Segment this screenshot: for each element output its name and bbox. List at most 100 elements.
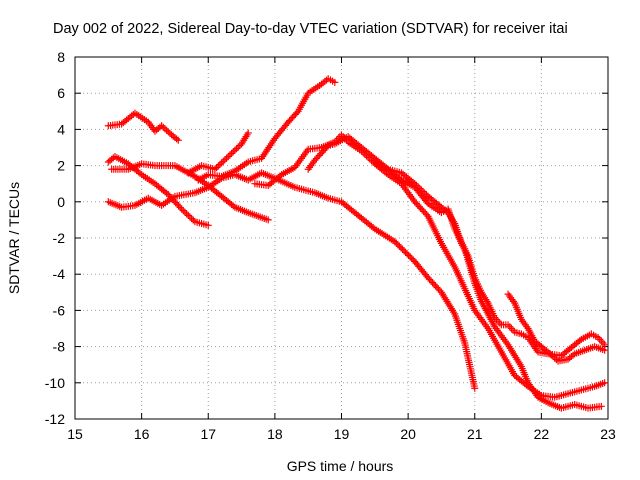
data-point-marker (318, 148, 326, 156)
data-point-marker (218, 159, 226, 167)
data-point-marker (219, 157, 227, 165)
data-point-marker (323, 143, 331, 151)
data-point-marker (418, 206, 426, 214)
x-tick-label: 15 (67, 426, 83, 442)
data-series (304, 133, 609, 360)
x-tick-label: 22 (534, 426, 550, 442)
data-point-marker (233, 145, 241, 153)
data-point-marker (164, 128, 172, 136)
data-point-marker (601, 346, 609, 354)
data-point-marker (496, 319, 504, 327)
x-tick-label: 21 (467, 426, 483, 442)
y-tick-label: -2 (53, 230, 66, 246)
data-point-marker (507, 325, 515, 332)
x-tick-label: 18 (267, 426, 283, 442)
data-point-marker (391, 238, 399, 246)
y-tick-label: -8 (53, 339, 66, 355)
data-point-marker (395, 242, 403, 250)
data-point-marker (229, 148, 237, 156)
data-point-marker (229, 202, 237, 210)
y-tick-label: 0 (57, 194, 65, 210)
data-point-marker (226, 151, 234, 159)
data-point-marker (164, 191, 172, 199)
data-point-marker (216, 160, 224, 168)
data-point-marker (429, 279, 437, 287)
data-point-marker (224, 153, 232, 161)
data-point-marker (403, 250, 411, 258)
data-point-marker (314, 153, 322, 161)
data-point-marker (315, 151, 323, 159)
data-points (104, 75, 609, 412)
data-series (371, 158, 605, 412)
data-point-marker (228, 149, 236, 157)
data-point-marker (415, 203, 423, 211)
data-series (104, 169, 479, 392)
data-point-marker (576, 337, 584, 345)
y-tick-label: 6 (57, 85, 65, 101)
data-point-marker (597, 402, 605, 410)
data-point-marker (433, 283, 441, 291)
data-point-marker (411, 198, 419, 206)
data-point-marker (408, 254, 416, 262)
data-point-marker (179, 207, 187, 215)
data-point-marker (402, 248, 410, 256)
axis-ticks: 15 16 17 18 19 20 21 22 23 -12 -10 -8 -6 -4 -2 0 2 4 6 8 (45, 49, 616, 442)
data-point-marker (432, 282, 440, 290)
data-point-marker (264, 216, 272, 224)
data-point-marker (174, 136, 182, 144)
data-series (104, 109, 182, 144)
data-point-marker (184, 211, 192, 219)
data-point-marker (405, 251, 413, 259)
chart-title: Day 002 of 2022, Sidereal Day-to-day VTE… (53, 21, 568, 37)
data-point-marker (422, 191, 430, 199)
data-point-marker (189, 216, 197, 224)
x-tick-label: 16 (134, 426, 150, 442)
data-point-marker (392, 239, 400, 247)
data-point-marker (178, 205, 186, 213)
data-point-marker (221, 156, 229, 164)
data-point-marker (173, 200, 181, 208)
data-point-marker (394, 241, 402, 249)
data-point-marker (317, 150, 325, 158)
data-point-marker (414, 201, 422, 209)
data-point-marker (321, 145, 329, 153)
grid-lines (75, 57, 608, 419)
data-point-marker (398, 245, 406, 253)
data-point-marker (421, 209, 429, 217)
data-point-marker (420, 207, 428, 215)
data-point-marker (597, 337, 605, 345)
data-point-marker (214, 162, 222, 170)
data-point-marker (172, 199, 180, 207)
data-point-marker (234, 143, 242, 151)
x-tick-label: 20 (400, 426, 416, 442)
data-point-marker (312, 155, 320, 163)
y-tick-label: 8 (57, 49, 65, 65)
data-point-marker (417, 204, 425, 212)
data-point-marker (544, 348, 552, 356)
data-point-marker (161, 125, 169, 133)
data-point-marker (159, 123, 167, 131)
x-axis-label: GPS time / hours (287, 458, 394, 474)
data-point-marker (175, 202, 183, 210)
data-point-marker (552, 356, 560, 364)
x-tick-label: 23 (600, 426, 616, 442)
data-point-marker (412, 199, 420, 207)
x-tick-label: 17 (200, 426, 216, 442)
data-point-marker (569, 351, 577, 359)
data-point-marker (244, 129, 252, 137)
data-point-marker (434, 285, 442, 293)
data-point-marker (427, 277, 435, 285)
data-point-marker (397, 244, 405, 252)
y-tick-label: -6 (53, 302, 66, 318)
data-series (104, 153, 212, 229)
data-point-marker (406, 253, 414, 261)
data-point-marker (183, 210, 191, 218)
y-tick-label: -10 (45, 375, 65, 391)
data-point-marker (471, 384, 479, 392)
data-point-marker (424, 274, 432, 282)
data-point-marker (506, 323, 514, 331)
data-point-marker (158, 122, 166, 130)
data-point-marker (213, 164, 221, 172)
data-point-marker (163, 126, 171, 134)
